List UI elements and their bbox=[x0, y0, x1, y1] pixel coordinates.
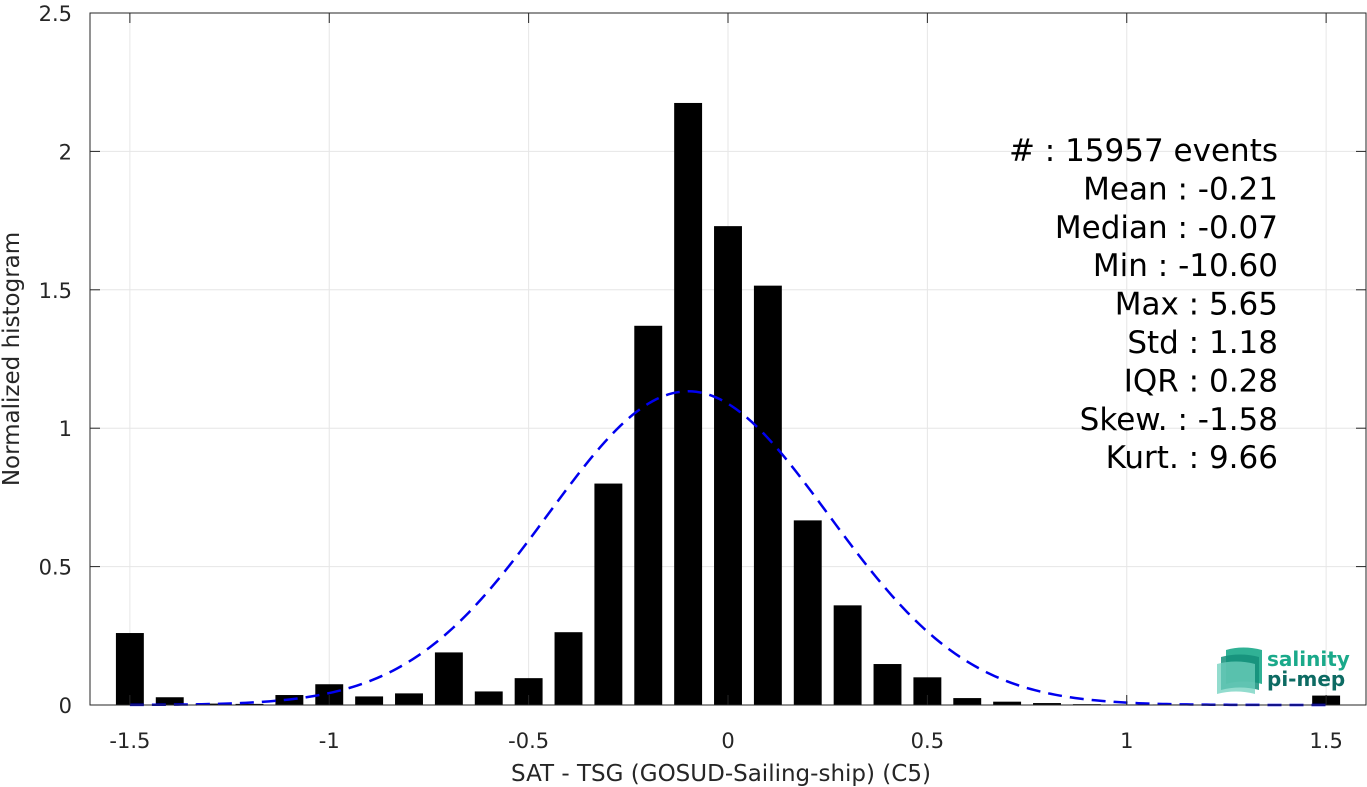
y-axis-label: Normalized histogram bbox=[0, 232, 25, 486]
stats-line: Mean : -0.21 bbox=[1083, 171, 1278, 207]
histogram-bar bbox=[1033, 703, 1061, 705]
histogram-bar bbox=[355, 696, 384, 705]
salinity-pi-mep-logo: salinity pi-mep bbox=[1217, 647, 1350, 694]
logo-text-pi-mep: pi-mep bbox=[1267, 667, 1345, 691]
histogram-bar bbox=[873, 664, 902, 705]
histogram-bar bbox=[594, 483, 623, 705]
x-tick-label: -0.5 bbox=[508, 729, 549, 753]
histogram-bar bbox=[833, 605, 862, 705]
histogram-bar bbox=[674, 102, 703, 705]
histogram-bar bbox=[115, 633, 144, 705]
y-tick-label: 1 bbox=[59, 417, 72, 441]
histogram-bar bbox=[554, 632, 583, 705]
histogram-bar bbox=[155, 697, 184, 705]
histogram-bar bbox=[793, 520, 822, 705]
x-tick-label: 0 bbox=[721, 729, 734, 753]
x-tick-label: 1 bbox=[1120, 729, 1133, 753]
y-tick-labels: 0 0.5 1 1.5 2 2.5 bbox=[39, 2, 72, 718]
stats-line: Skew. : -1.58 bbox=[1080, 402, 1278, 438]
stats-line: Max : 5.65 bbox=[1115, 287, 1278, 323]
logo-wave-icon bbox=[1217, 647, 1262, 694]
histogram-bar bbox=[993, 701, 1022, 705]
histogram-bar bbox=[953, 698, 982, 705]
y-tick-label: 2 bbox=[59, 140, 72, 164]
logo-text-salinity: salinity bbox=[1267, 647, 1350, 671]
y-tick-label: 1.5 bbox=[39, 279, 72, 303]
histogram-bar bbox=[474, 691, 503, 705]
x-tick-label: 0.5 bbox=[911, 729, 944, 753]
x-tick-labels: -1.5 -1 -0.5 0 0.5 1 1.5 bbox=[109, 729, 1342, 753]
y-tick-label: 0 bbox=[59, 694, 72, 718]
histogram-bar bbox=[395, 693, 423, 705]
stats-line: Kurt. : 9.66 bbox=[1106, 440, 1278, 476]
stats-line: # : 15957 events bbox=[1009, 133, 1278, 169]
histogram-bar bbox=[714, 226, 742, 706]
histogram-bar bbox=[315, 684, 344, 705]
x-axis-label: SAT - TSG (GOSUD-Sailing-ship) (C5) bbox=[511, 761, 931, 787]
histogram-bar bbox=[434, 652, 463, 705]
histogram-bar bbox=[634, 325, 663, 705]
x-tick-label: -1.5 bbox=[109, 729, 150, 753]
x-tick-label: -1 bbox=[319, 729, 340, 753]
histogram-bar bbox=[753, 285, 782, 705]
stats-line: Min : -10.60 bbox=[1093, 248, 1278, 284]
stats-line: Median : -0.07 bbox=[1055, 210, 1278, 246]
y-tick-label: 2.5 bbox=[39, 2, 72, 26]
stats-line: IQR : 0.28 bbox=[1124, 363, 1278, 399]
y-tick-label: 0.5 bbox=[39, 556, 72, 580]
stats-line: Std : 1.18 bbox=[1127, 325, 1278, 361]
axis-ticks bbox=[90, 12, 1366, 706]
x-tick-label: 1.5 bbox=[1309, 729, 1342, 753]
histogram-bars bbox=[115, 102, 1341, 706]
histogram-bar bbox=[235, 703, 264, 705]
